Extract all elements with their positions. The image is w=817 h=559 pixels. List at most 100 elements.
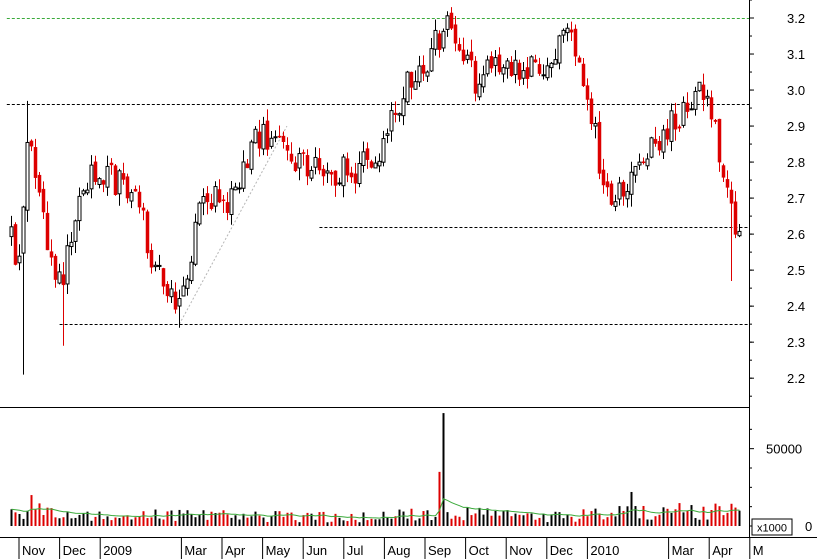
candle-body — [677, 126, 682, 129]
candle-body — [125, 176, 130, 199]
candle-body — [129, 192, 134, 202]
candle-body — [321, 168, 326, 177]
candle-body — [201, 196, 206, 204]
candle-body — [725, 179, 730, 188]
candle-body — [697, 81, 702, 92]
candle-body — [205, 193, 210, 203]
candle-body — [361, 151, 366, 166]
candle-body — [477, 83, 482, 98]
candle-body — [301, 152, 306, 154]
candle-body — [269, 137, 274, 147]
candle-body — [405, 71, 410, 103]
candle-body — [525, 67, 530, 79]
candle-body — [41, 188, 46, 213]
candle-body — [197, 202, 202, 225]
time-tick-label: Oct — [469, 543, 490, 558]
candle-body — [149, 249, 154, 268]
candle-body — [465, 54, 470, 60]
candle-body — [573, 28, 578, 57]
candle-body — [153, 264, 158, 268]
candle-body — [645, 158, 650, 167]
candle-body — [721, 165, 726, 178]
candle-body — [537, 64, 542, 74]
candle-body — [513, 59, 518, 76]
candle-body — [561, 29, 566, 36]
candle-body — [233, 186, 238, 191]
candle-body — [521, 70, 526, 79]
candle-body — [733, 201, 738, 235]
candle-body — [25, 141, 30, 211]
price-tick-label: 2.6 — [787, 227, 805, 242]
candle-body — [409, 71, 414, 88]
candle-body — [273, 136, 278, 139]
candle-body — [337, 182, 342, 185]
candle-body — [613, 201, 618, 207]
candle-body — [505, 60, 510, 69]
candle-body — [629, 171, 634, 195]
candle-body — [625, 191, 630, 200]
candle-body — [517, 62, 522, 80]
candle-body — [549, 62, 554, 69]
candle-body — [617, 182, 622, 200]
candle-body — [685, 102, 690, 112]
candle-body — [101, 180, 106, 185]
candle-body — [429, 48, 434, 72]
time-tick-label: Jun — [306, 543, 327, 558]
candle-body — [137, 191, 142, 208]
candle-body — [737, 230, 742, 237]
candle-body — [213, 186, 218, 207]
candle-body — [165, 284, 170, 297]
candle-body — [449, 12, 454, 29]
candle-body — [57, 271, 62, 284]
candle-body — [485, 59, 490, 75]
candle-body — [729, 189, 734, 204]
candle-body — [493, 57, 498, 66]
candle-body — [413, 81, 418, 90]
candle-body — [705, 95, 710, 99]
candle-body — [257, 131, 262, 149]
candle-body — [65, 245, 70, 285]
time-tick-label: M — [753, 543, 764, 558]
candle-body — [285, 145, 290, 151]
candle-body — [365, 148, 370, 160]
volume-axis-ticks: 50000 0 — [749, 428, 812, 534]
candle-body — [509, 61, 514, 76]
candle-body — [497, 54, 502, 73]
candle-body — [377, 160, 382, 167]
price-tick-label: 2.2 — [787, 371, 805, 386]
candle-body — [181, 285, 186, 297]
candle-body — [157, 264, 162, 267]
candle-body — [89, 164, 94, 190]
candle-body — [241, 161, 246, 189]
time-tick-label: Aug — [387, 543, 410, 558]
candle-body — [633, 165, 638, 176]
candle-body — [29, 140, 34, 147]
candle-body — [649, 137, 654, 158]
candle-body — [281, 135, 286, 142]
candle-body — [421, 64, 426, 74]
candle-body — [609, 183, 614, 205]
time-tick-label: Nov — [509, 543, 533, 558]
candle-body — [209, 202, 214, 209]
candle-body — [441, 30, 446, 49]
candle-body — [217, 189, 222, 203]
trend-line — [178, 125, 288, 325]
time-tick-label: Nov — [22, 543, 46, 558]
price-tick-label: 3.0 — [787, 83, 805, 98]
price-panel — [6, 7, 749, 375]
candle-body — [145, 211, 150, 254]
candle-body — [589, 98, 594, 125]
candle-body — [237, 187, 242, 190]
candle-body — [261, 123, 266, 150]
candle-body — [373, 162, 378, 169]
candle-body — [45, 212, 50, 251]
candle-body — [245, 163, 250, 169]
candle-body — [69, 241, 74, 248]
candle-body — [113, 165, 118, 195]
candle-body — [33, 147, 38, 178]
time-tick-label: Sep — [428, 543, 451, 558]
time-tick-label: 2010 — [590, 543, 619, 558]
candle-body — [253, 128, 258, 144]
candle-body — [37, 174, 42, 193]
candle-body — [17, 255, 22, 264]
